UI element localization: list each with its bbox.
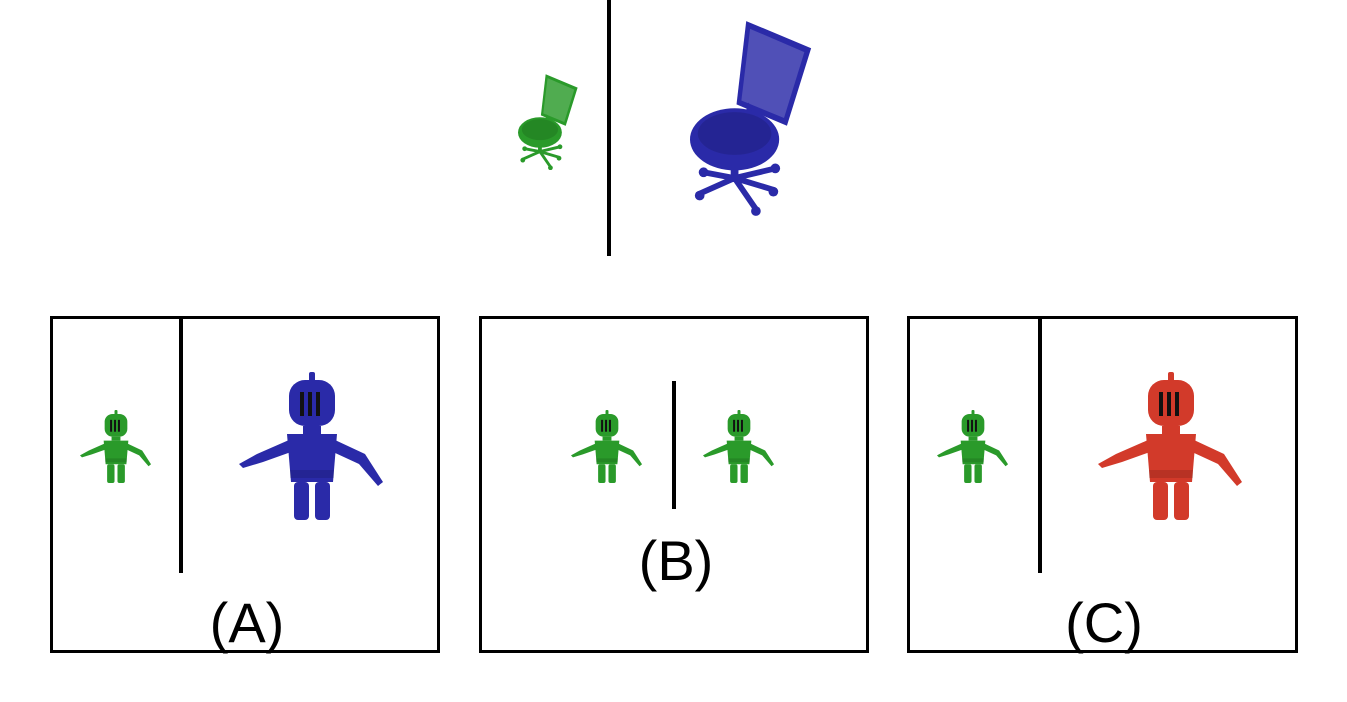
knight-figure-icon — [936, 409, 1010, 485]
knight-figure-icon — [1096, 371, 1246, 523]
knight-figure-icon — [570, 409, 644, 485]
knight-figure-icon — [79, 409, 153, 485]
reference-divider — [607, 0, 611, 256]
option-c-divider — [1038, 319, 1042, 573]
office-chair-icon — [518, 74, 580, 170]
office-chair-icon — [690, 20, 816, 216]
option-panel-b[interactable]: (B) — [479, 316, 869, 653]
option-a-divider — [179, 319, 183, 573]
option-b-divider — [672, 381, 676, 509]
knight-figure-icon — [237, 371, 387, 523]
option-panel-c[interactable]: (C) — [907, 316, 1298, 653]
option-label: (B) — [638, 529, 714, 592]
option-label: (A) — [209, 591, 285, 654]
option-panel-a[interactable]: (A) — [50, 316, 440, 653]
option-label: (C) — [1065, 591, 1143, 654]
knight-figure-icon — [702, 409, 776, 485]
